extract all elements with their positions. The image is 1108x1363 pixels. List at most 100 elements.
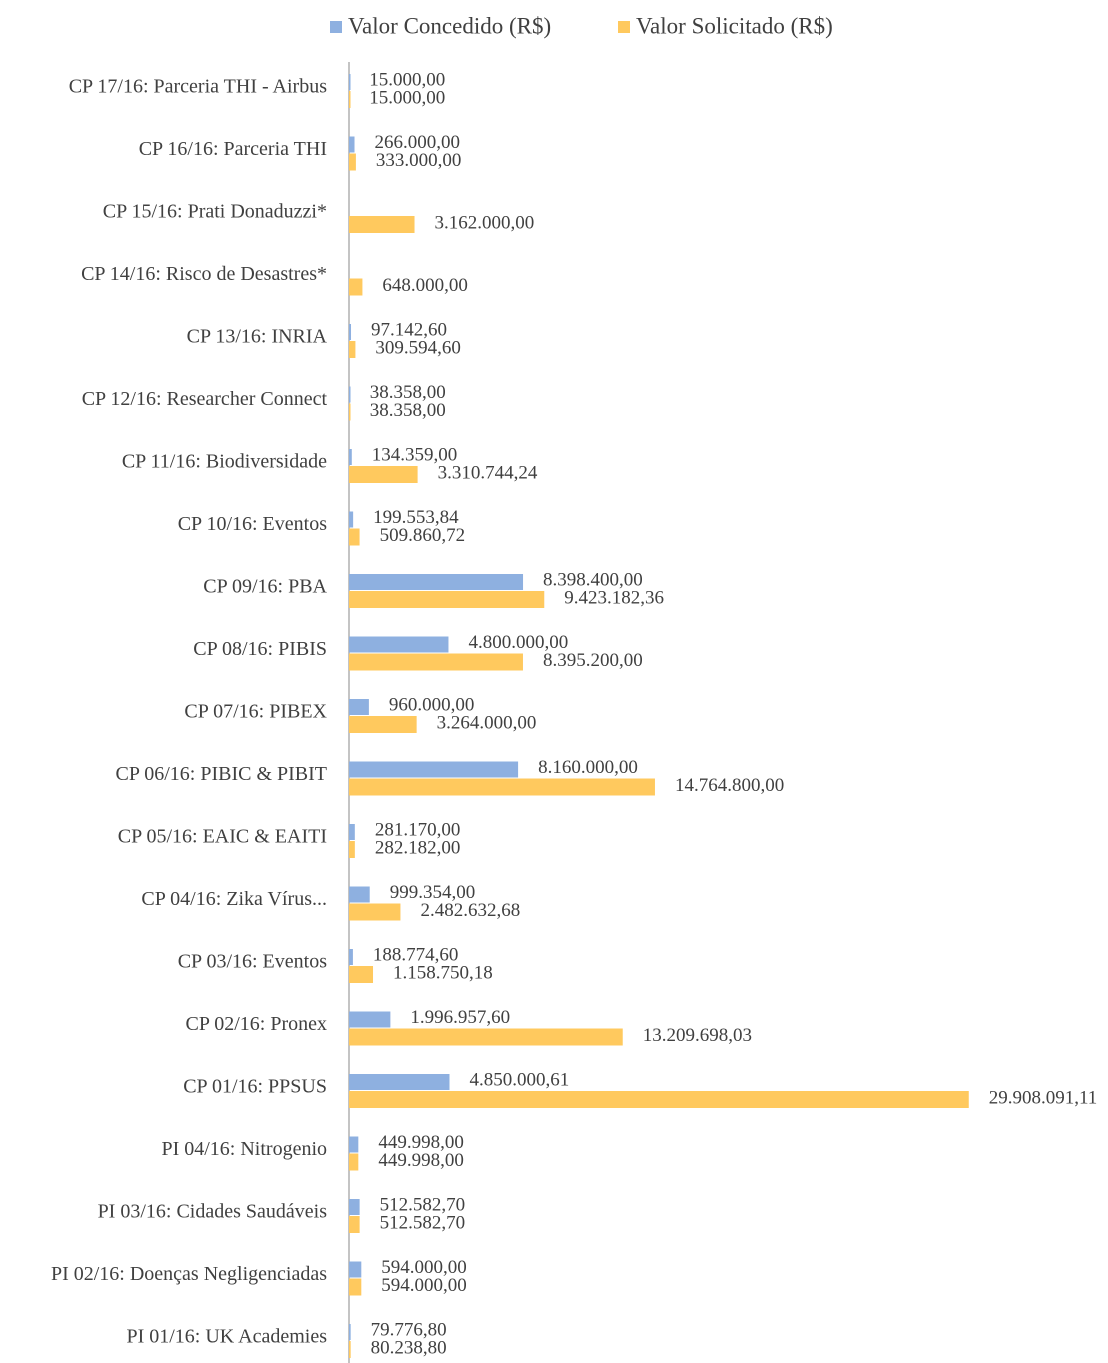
bar (349, 74, 351, 90)
category-label: CP 02/16: Pronex (186, 1013, 328, 1035)
bar (349, 591, 545, 608)
bar (349, 636, 449, 653)
bar (349, 403, 351, 421)
legend-label: Valor Concedido (R$) (348, 13, 551, 38)
value-label: 13.209.698,03 (643, 1025, 752, 1046)
value-label: 594.000,00 (381, 1257, 467, 1278)
value-label: 266.000,00 (375, 132, 461, 153)
value-label: 134.359,00 (372, 444, 458, 465)
bar (349, 1011, 391, 1028)
value-label: 188.774,60 (373, 944, 459, 965)
category-label: CP 12/16: Researcher Connect (82, 388, 328, 410)
bar (349, 949, 353, 965)
bar (349, 1261, 362, 1278)
value-label: 15.000,00 (369, 87, 445, 108)
category-label: CP 07/16: PIBEX (184, 701, 327, 723)
value-label: 8.160.000,00 (538, 757, 638, 778)
bar (349, 466, 418, 483)
category-label: CP 11/16: Biodiversidade (122, 451, 327, 473)
value-label: 3.310.744,24 (438, 462, 538, 483)
bar (349, 1216, 360, 1233)
value-label: 449.998,00 (378, 1132, 464, 1153)
value-label: 8.398.400,00 (543, 569, 643, 590)
bar (349, 824, 355, 840)
bar (349, 91, 351, 108)
category-label: PI 02/16: Doenças Negligenciadas (51, 1263, 327, 1285)
bar (349, 778, 655, 796)
bar (349, 449, 352, 465)
legend-label: Valor Solicitado (R$) (636, 13, 833, 38)
value-label: 648.000,00 (382, 275, 468, 296)
bar (349, 1278, 362, 1296)
value-label: 4.850.000,61 (470, 1069, 570, 1090)
value-label: 97.142,60 (371, 319, 447, 340)
value-label: 8.395.200,00 (543, 650, 643, 671)
value-label: 1.158.750,18 (393, 962, 493, 983)
category-label: CP 16/16: Parceria THI (139, 138, 327, 160)
value-label: 1.996.957,60 (410, 1007, 510, 1028)
bar (349, 653, 523, 671)
bar (349, 136, 355, 153)
bar (349, 1028, 623, 1046)
value-label: 38.358,00 (370, 382, 446, 403)
category-label: CP 05/16: EAIC & EAITI (118, 826, 327, 848)
legend-swatch (618, 21, 630, 33)
category-label: CP 13/16: INRIA (187, 326, 328, 348)
value-label: 3.264.000,00 (437, 712, 537, 733)
value-label: 38.358,00 (370, 400, 446, 421)
legend-swatch (330, 21, 342, 33)
bar (349, 1324, 351, 1340)
value-label: 9.423.182,36 (564, 587, 664, 608)
value-label: 449.998,00 (378, 1150, 464, 1171)
bar (349, 1199, 360, 1215)
bar (349, 341, 356, 358)
bar (349, 511, 354, 528)
bar (349, 278, 363, 296)
category-label: CP 08/16: PIBIS (193, 638, 327, 660)
bar (349, 886, 370, 903)
bar (349, 528, 360, 546)
category-label: CP 14/16: Risco de Desastres* (81, 263, 327, 285)
value-label: 14.764.800,00 (675, 775, 784, 796)
category-label: PI 04/16: Nitrogenio (161, 1138, 327, 1160)
value-label: 512.582,70 (380, 1212, 466, 1233)
category-label: CP 10/16: Eventos (178, 513, 327, 535)
value-label: 29.908.091,11 (989, 1087, 1098, 1108)
bar (349, 716, 417, 733)
category-label: CP 15/16: Prati Donaduzzi* (103, 201, 327, 223)
category-label: CP 01/16: PPSUS (183, 1076, 327, 1098)
category-label: PI 03/16: Cidades Saudáveis (98, 1201, 328, 1223)
value-label: 80.238,80 (371, 1337, 447, 1358)
bar (349, 1341, 351, 1358)
value-label: 281.170,00 (375, 819, 461, 840)
bar (349, 761, 519, 778)
bar (349, 1136, 359, 1153)
category-label: CP 04/16: Zika Vírus... (141, 888, 327, 910)
value-label: 3.162.000,00 (435, 212, 535, 233)
bar (349, 1091, 969, 1108)
category-label: CP 03/16: Eventos (178, 951, 327, 973)
bar (349, 386, 351, 403)
value-label: 512.582,70 (380, 1194, 466, 1215)
bar (349, 1074, 450, 1090)
bar (349, 324, 352, 340)
bar (349, 153, 356, 171)
value-label: 333.000,00 (376, 150, 462, 171)
value-label: 282.182,00 (375, 837, 461, 858)
bar (349, 1153, 359, 1171)
value-label: 509.860,72 (380, 525, 466, 546)
category-label: CP 17/16: Parceria THI - Airbus (69, 76, 328, 98)
bar (349, 841, 355, 858)
bar (349, 903, 401, 921)
bar (349, 966, 374, 983)
value-label: 309.594,60 (375, 337, 461, 358)
category-label: PI 01/16: UK Academies (126, 1326, 327, 1348)
value-label: 4.800.000,00 (468, 632, 568, 653)
bar (349, 699, 369, 715)
value-label: 2.482.632,68 (420, 900, 520, 921)
category-label: CP 06/16: PIBIC & PIBIT (115, 763, 327, 785)
value-label: 15.000,00 (369, 69, 445, 90)
category-label: CP 09/16: PBA (203, 576, 327, 598)
bar (349, 216, 415, 233)
